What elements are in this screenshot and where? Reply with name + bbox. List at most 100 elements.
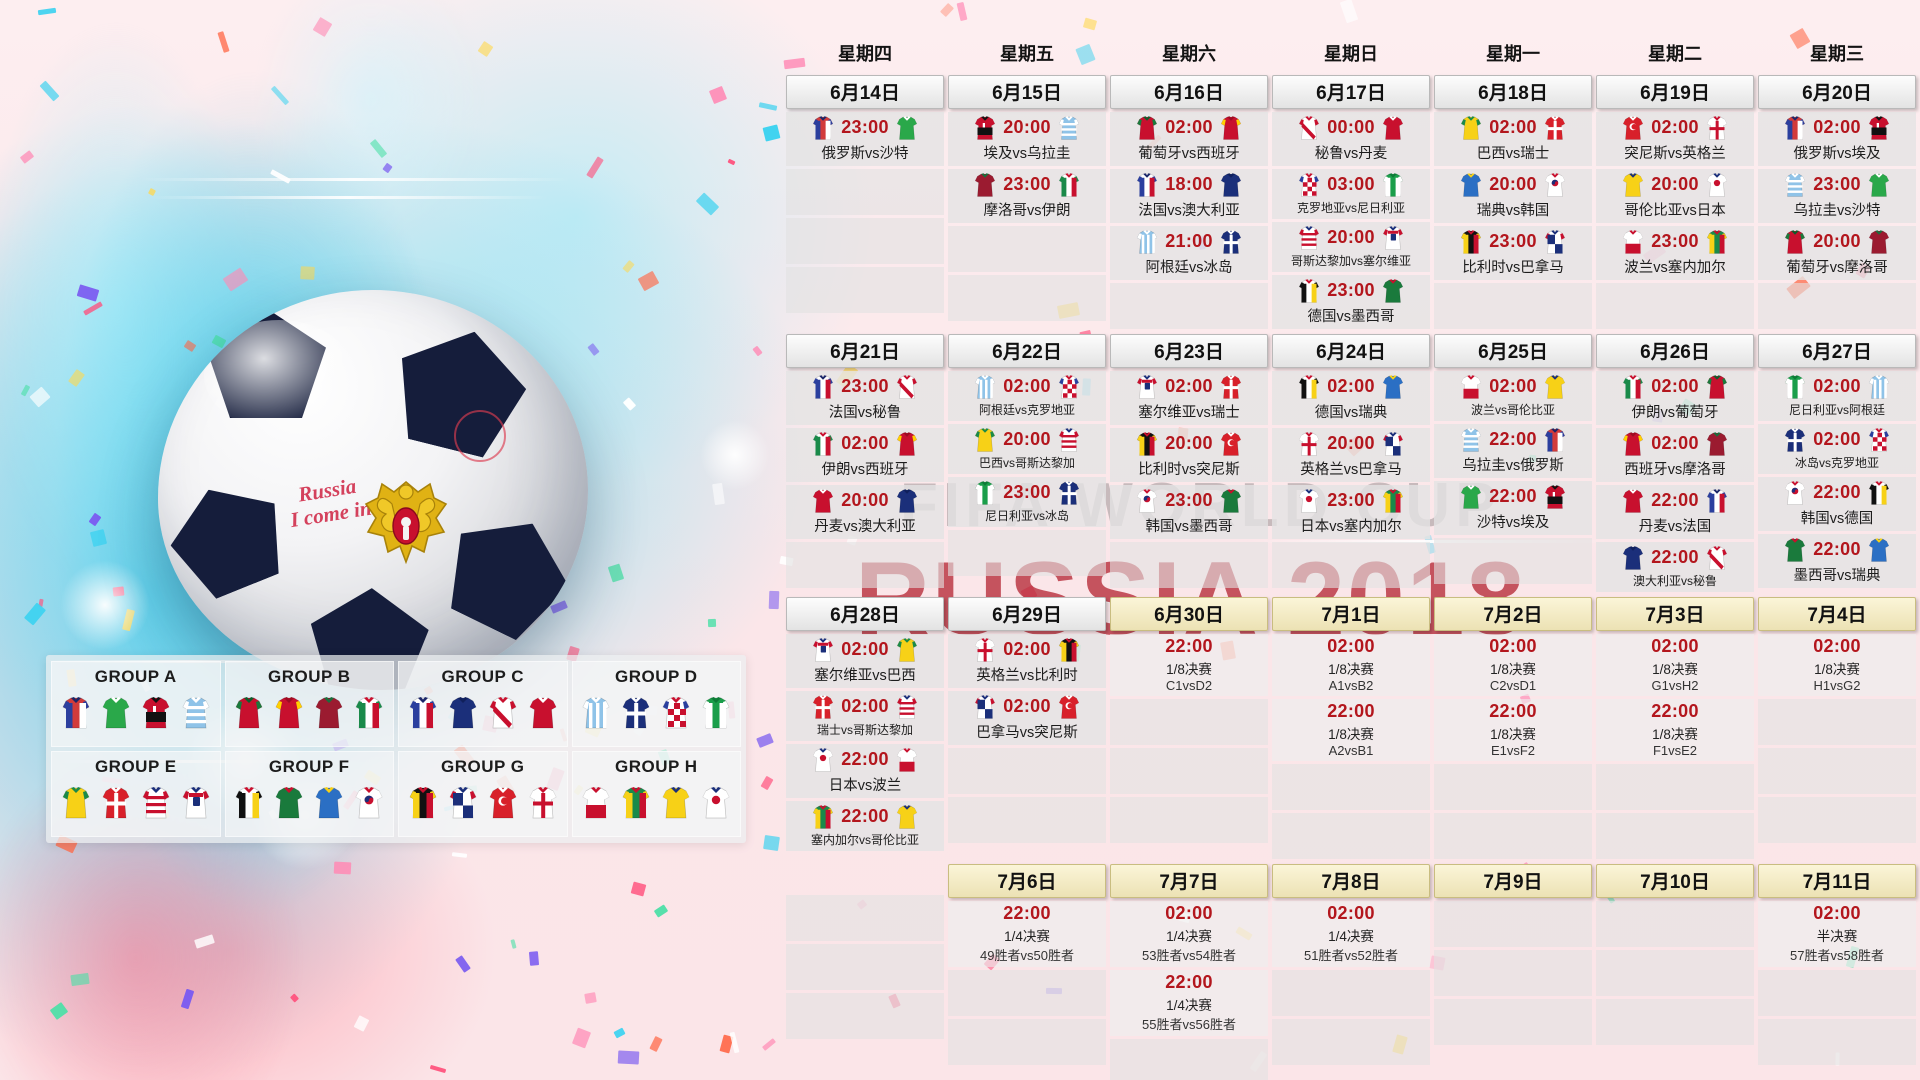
match-cell[interactable]: 02:00 波兰vs哥伦比亚 bbox=[1434, 371, 1592, 421]
match-cell[interactable]: 20:00 哥斯达黎加vs塞尔维亚 bbox=[1272, 222, 1430, 272]
knockout-match-cell[interactable]: 02:00 1/8决赛 G1vsH2 bbox=[1596, 634, 1754, 696]
date-header[interactable]: 6月23日 bbox=[1110, 334, 1268, 368]
date-header[interactable]: 6月22日 bbox=[948, 334, 1106, 368]
match-cell[interactable]: 02:00 葡萄牙vs西班牙 bbox=[1110, 112, 1268, 166]
match-cell[interactable]: 23:00 德国vs墨西哥 bbox=[1272, 275, 1430, 329]
match-cell[interactable]: 02:00 塞尔维亚vs瑞士 bbox=[1110, 371, 1268, 425]
date-header[interactable]: 6月29日 bbox=[948, 597, 1106, 631]
match-teams-label: 乌拉圭vs沙特 bbox=[1793, 203, 1881, 219]
date-header[interactable]: 7月7日 bbox=[1110, 864, 1268, 898]
date-header[interactable]: 7月6日 bbox=[948, 864, 1106, 898]
date-header[interactable]: 6月24日 bbox=[1272, 334, 1430, 368]
match-cell[interactable]: 20:00 英格兰vs巴拿马 bbox=[1272, 428, 1430, 482]
match-cell[interactable]: 02:00 瑞士vs哥斯达黎加 bbox=[786, 691, 944, 741]
empty-slot bbox=[1434, 901, 1592, 947]
knockout-match-cell[interactable]: 22:00 1/8决赛 A2vsB1 bbox=[1272, 699, 1430, 761]
match-cell[interactable]: 22:00 韩国vs德国 bbox=[1758, 477, 1916, 531]
match-cell[interactable]: 20:00 丹麦vs澳大利亚 bbox=[786, 485, 944, 539]
date-header[interactable]: 7月4日 bbox=[1758, 597, 1916, 631]
match-cell[interactable]: 18:00 法国vs澳大利亚 bbox=[1110, 169, 1268, 223]
match-cell[interactable]: 02:00 冰岛vs克罗地亚 bbox=[1758, 424, 1916, 474]
match-cell[interactable]: 22:00 墨西哥vs瑞典 bbox=[1758, 534, 1916, 588]
knockout-match-cell[interactable]: 02:00 1/8决赛 C2vsD1 bbox=[1434, 634, 1592, 696]
match-cell[interactable]: 23:00 乌拉圭vs沙特 bbox=[1758, 169, 1916, 223]
match-cell[interactable]: 02:00 塞尔维亚vs巴西 bbox=[786, 634, 944, 688]
match-cell[interactable]: 20:00 瑞典vs韩国 bbox=[1434, 169, 1592, 223]
knockout-match-cell[interactable]: 02:00 1/4决赛 51胜者vs52胜者 bbox=[1272, 901, 1430, 967]
match-cell[interactable]: 22:00 塞内加尔vs哥伦比亚 bbox=[786, 801, 944, 851]
knockout-match-cell[interactable]: 02:00 1/8决赛 H1vsG2 bbox=[1758, 634, 1916, 696]
date-header[interactable]: 6月14日 bbox=[786, 75, 944, 109]
date-header[interactable]: 7月8日 bbox=[1272, 864, 1430, 898]
knockout-match-cell[interactable]: 22:00 1/4决赛 49胜者vs50胜者 bbox=[948, 901, 1106, 967]
date-header[interactable]: 6月26日 bbox=[1596, 334, 1754, 368]
date-header[interactable]: 7月10日 bbox=[1596, 864, 1754, 898]
date-header[interactable]: 7月3日 bbox=[1596, 597, 1754, 631]
match-cell[interactable]: 20:00 比利时vs突尼斯 bbox=[1110, 428, 1268, 482]
match-cell[interactable]: 02:00 阿根廷vs克罗地亚 bbox=[948, 371, 1106, 421]
match-cell[interactable]: 23:00 摩洛哥vs伊朗 bbox=[948, 169, 1106, 223]
match-time: 23:00 bbox=[1327, 490, 1375, 510]
match-cell[interactable]: 23:00 尼日利亚vs冰岛 bbox=[948, 477, 1106, 527]
knockout-round-label: 1/8决赛 bbox=[1166, 662, 1212, 677]
date-header[interactable]: 6月28日 bbox=[786, 597, 944, 631]
knockout-match-cell[interactable]: 02:00 1/8决赛 A1vsB2 bbox=[1272, 634, 1430, 696]
knockout-match-cell[interactable]: 02:00 1/4决赛 53胜者vs54胜者 bbox=[1110, 901, 1268, 967]
match-cell[interactable]: 22:00 乌拉圭vs俄罗斯 bbox=[1434, 424, 1592, 478]
match-cell[interactable]: 23:00 俄罗斯vs沙特 bbox=[786, 112, 944, 166]
match-cell[interactable]: 23:00 法国vs秘鲁 bbox=[786, 371, 944, 425]
date-header[interactable]: 6月15日 bbox=[948, 75, 1106, 109]
knockout-match-cell[interactable]: 22:00 1/8决赛 F1vsE2 bbox=[1596, 699, 1754, 761]
match-cell[interactable]: 02:00 德国vs瑞典 bbox=[1272, 371, 1430, 425]
date-header[interactable]: 6月16日 bbox=[1110, 75, 1268, 109]
match-header: 23:00 bbox=[787, 114, 943, 141]
home-team-kit-icon bbox=[1458, 228, 1484, 255]
away-team-kit-icon bbox=[894, 803, 920, 830]
knockout-match-cell[interactable]: 02:00 半决赛 57胜者vs58胜者 bbox=[1758, 901, 1916, 967]
match-cell[interactable]: 21:00 阿根廷vs冰岛 bbox=[1110, 226, 1268, 280]
match-cell[interactable]: 02:00 巴西vs瑞士 bbox=[1434, 112, 1592, 166]
match-cell[interactable]: 20:00 巴西vs哥斯达黎加 bbox=[948, 424, 1106, 474]
away-team-kit-icon bbox=[1704, 430, 1730, 457]
match-cell[interactable]: 02:00 尼日利亚vs阿根廷 bbox=[1758, 371, 1916, 421]
knockout-match-cell[interactable]: 22:00 1/8决赛 E1vsF2 bbox=[1434, 699, 1592, 761]
match-cell[interactable]: 02:00 英格兰vs比利时 bbox=[948, 634, 1106, 688]
date-header[interactable]: 6月25日 bbox=[1434, 334, 1592, 368]
match-cell[interactable]: 02:00 伊朗vs葡萄牙 bbox=[1596, 371, 1754, 425]
match-cell[interactable]: 00:00 秘鲁vs丹麦 bbox=[1272, 112, 1430, 166]
match-teams-label: 伊朗vs葡萄牙 bbox=[1631, 405, 1719, 421]
match-header: 20:00 bbox=[1273, 430, 1429, 457]
knockout-match-cell[interactable]: 22:00 1/8决赛 C1vsD2 bbox=[1110, 634, 1268, 696]
match-cell[interactable]: 23:00 韩国vs墨西哥 bbox=[1110, 485, 1268, 539]
date-header[interactable]: 6月30日 bbox=[1110, 597, 1268, 631]
date-header[interactable]: 6月18日 bbox=[1434, 75, 1592, 109]
match-cell[interactable]: 22:00 沙特vs埃及 bbox=[1434, 481, 1592, 535]
match-cell[interactable]: 02:00 伊朗vs西班牙 bbox=[786, 428, 944, 482]
group-team-kits bbox=[579, 694, 733, 730]
date-header[interactable]: 6月27日 bbox=[1758, 334, 1916, 368]
match-cell[interactable]: 23:00 比利时vs巴拿马 bbox=[1434, 226, 1592, 280]
match-cell[interactable]: 20:00 哥伦比亚vs日本 bbox=[1596, 169, 1754, 223]
match-cell[interactable]: 02:00 西班牙vs摩洛哥 bbox=[1596, 428, 1754, 482]
date-header[interactable]: 7月11日 bbox=[1758, 864, 1916, 898]
match-cell[interactable]: 22:00 日本vs波兰 bbox=[786, 744, 944, 798]
date-header[interactable]: 6月21日 bbox=[786, 334, 944, 368]
match-cell[interactable]: 02:00 俄罗斯vs埃及 bbox=[1758, 112, 1916, 166]
match-cell[interactable]: 22:00 丹麦vs法国 bbox=[1596, 485, 1754, 539]
date-header[interactable]: 7月2日 bbox=[1434, 597, 1592, 631]
match-cell[interactable]: 20:00 葡萄牙vs摩洛哥 bbox=[1758, 226, 1916, 280]
match-cell[interactable]: 22:00 澳大利亚vs秘鲁 bbox=[1596, 542, 1754, 592]
match-cell[interactable]: 03:00 克罗地亚vs尼日利亚 bbox=[1272, 169, 1430, 219]
match-cell[interactable]: 20:00 埃及vs乌拉圭 bbox=[948, 112, 1106, 166]
date-header[interactable]: 6月19日 bbox=[1596, 75, 1754, 109]
knockout-match-cell[interactable]: 22:00 1/4决赛 55胜者vs56胜者 bbox=[1110, 970, 1268, 1036]
date-header[interactable]: 6月20日 bbox=[1758, 75, 1916, 109]
date-header[interactable]: 7月9日 bbox=[1434, 864, 1592, 898]
date-header[interactable]: 7月1日 bbox=[1272, 597, 1430, 631]
match-cell[interactable]: 23:00 波兰vs塞内加尔 bbox=[1596, 226, 1754, 280]
day-column: 6月16日 02:00 葡萄牙vs西班牙 18:00 法国vs澳大利亚 21:0… bbox=[1110, 75, 1268, 329]
match-cell[interactable]: 02:00 巴拿马vs突尼斯 bbox=[948, 691, 1106, 745]
match-cell[interactable]: 23:00 日本vs塞内加尔 bbox=[1272, 485, 1430, 539]
date-header[interactable]: 6月17日 bbox=[1272, 75, 1430, 109]
match-cell[interactable]: 02:00 突尼斯vs英格兰 bbox=[1596, 112, 1754, 166]
